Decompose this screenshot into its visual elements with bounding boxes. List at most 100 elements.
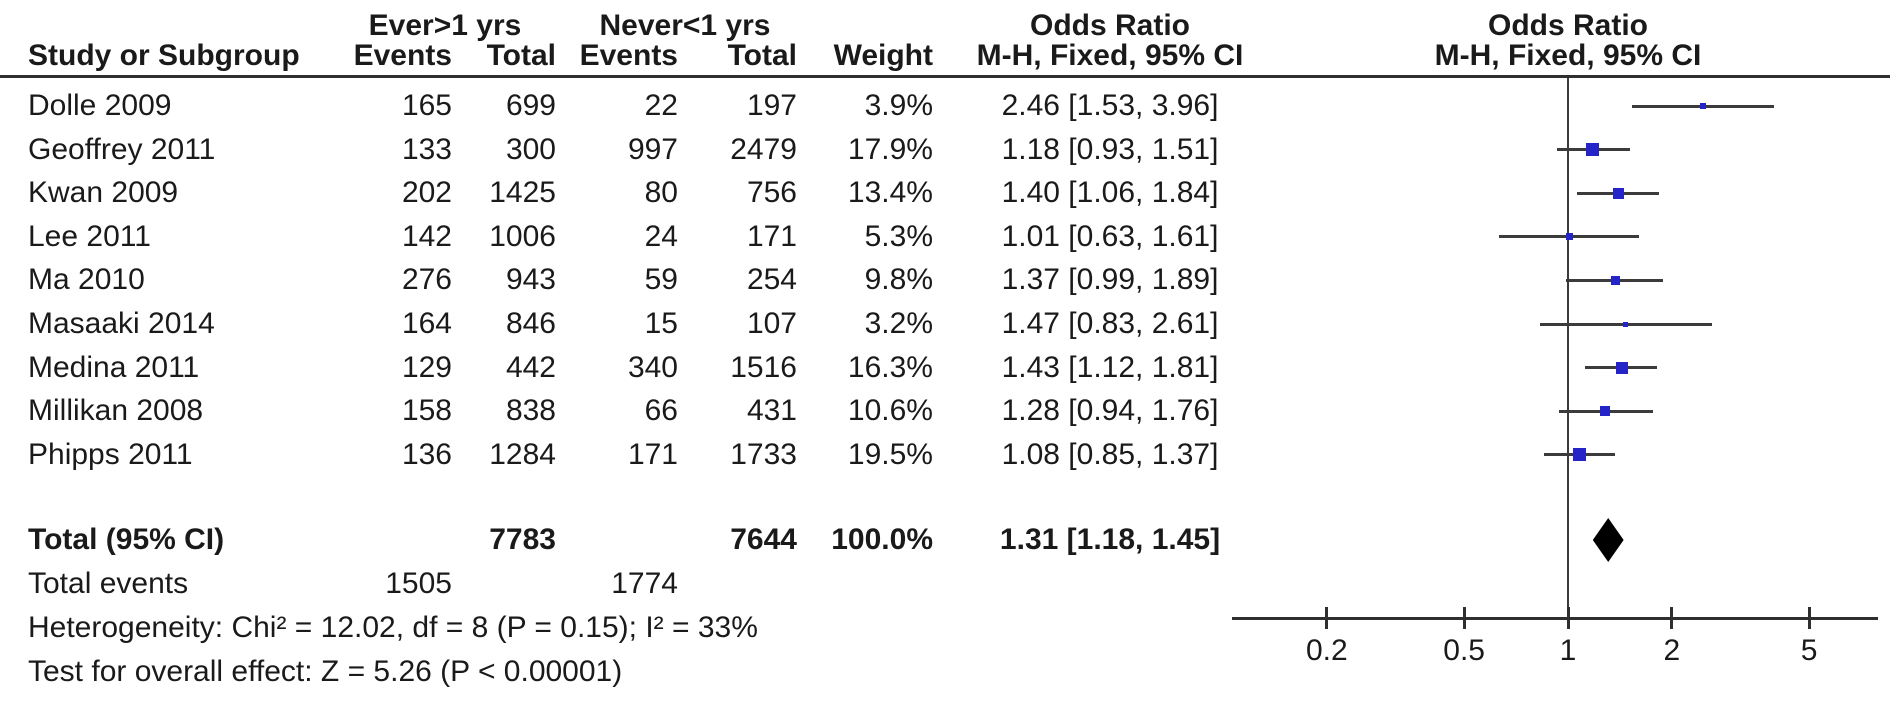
total-weight: 100.0% bbox=[831, 523, 933, 556]
total-events-exposed-value: 1505 bbox=[385, 567, 452, 600]
x-axis-tick-label: 2 bbox=[1663, 634, 1681, 667]
col-header-weight: Weight bbox=[833, 39, 933, 72]
total-events-label: Total events bbox=[28, 567, 189, 600]
x-axis-tick bbox=[1325, 607, 1329, 629]
study-label: Dolle 2009 bbox=[28, 89, 172, 122]
events-exposed-value: 129 bbox=[401, 350, 452, 384]
events-control-value: 22 bbox=[644, 89, 678, 122]
total-exposed-value: 699 bbox=[505, 89, 556, 122]
or-ci-value: 1.08 [0.85, 1.37] bbox=[1001, 437, 1219, 471]
total-or-ci: 1.31 [1.18, 1.45] bbox=[999, 523, 1221, 556]
study-row: Kwan 2009 202 1425 80 756 13.4% 1.40 [1.… bbox=[0, 171, 1890, 215]
total-control-value: 254 bbox=[746, 263, 797, 297]
col-header-events-exposed: Events bbox=[353, 39, 452, 72]
study-row: Geoffrey 2011 133 300 997 2479 17.9% 1.1… bbox=[0, 128, 1890, 172]
col-header-mh-plot: M-H, Fixed, 95% CI bbox=[1434, 39, 1702, 72]
or-ci-value: 1.37 [0.99, 1.89] bbox=[1001, 263, 1219, 297]
events-exposed-value: 202 bbox=[401, 176, 452, 210]
total-control-value: 1733 bbox=[730, 437, 797, 471]
effect-square bbox=[1699, 103, 1706, 109]
or-ci-value: 1.40 [1.06, 1.84] bbox=[1001, 176, 1219, 210]
col-header-study: Study or Subgroup bbox=[28, 39, 300, 72]
group-header-odds-ratio-text: Odds Ratio bbox=[1029, 9, 1190, 42]
total-exposed-sum: 7783 bbox=[489, 523, 556, 556]
or-ci-value: 1.43 [1.12, 1.81] bbox=[1001, 350, 1219, 384]
total-exposed-value: 1425 bbox=[489, 176, 556, 210]
events-exposed-value: 165 bbox=[401, 89, 452, 122]
study-row: Medina 2011 129 442 340 1516 16.3% 1.43 … bbox=[0, 346, 1890, 390]
total-control-value: 197 bbox=[746, 89, 797, 122]
effect-square bbox=[1615, 361, 1628, 374]
study-row: Ma 2010 276 943 59 254 9.8% 1.37 [0.99, … bbox=[0, 258, 1890, 302]
col-header-mh-text: M-H, Fixed, 95% CI bbox=[976, 39, 1244, 72]
events-exposed-value: 136 bbox=[401, 437, 452, 471]
study-label: Geoffrey 2011 bbox=[28, 132, 216, 166]
effect-square bbox=[1573, 448, 1587, 462]
weight-value: 13.4% bbox=[847, 176, 933, 210]
x-axis-tick-label: 0.2 bbox=[1305, 634, 1348, 667]
total-control-value: 431 bbox=[746, 394, 797, 428]
weight-value: 3.2% bbox=[864, 307, 933, 340]
group-header-exposed: Ever>1 yrs bbox=[368, 9, 522, 42]
null-effect-line bbox=[1567, 78, 1569, 618]
study-label: Kwan 2009 bbox=[28, 176, 179, 210]
total-exposed-value: 300 bbox=[505, 132, 556, 166]
study-label: Lee 2011 bbox=[28, 219, 151, 253]
weight-value: 10.6% bbox=[847, 394, 933, 428]
group-header-control: Never<1 yrs bbox=[599, 9, 771, 42]
weight-value: 9.8% bbox=[864, 263, 933, 297]
col-header-total-control: Total bbox=[727, 39, 797, 72]
or-ci-value: 1.47 [0.83, 2.61] bbox=[1001, 307, 1219, 340]
events-exposed-value: 142 bbox=[401, 219, 452, 253]
effect-square bbox=[1586, 143, 1600, 157]
weight-value: 16.3% bbox=[847, 350, 933, 384]
or-ci-value: 1.01 [0.63, 1.61] bbox=[1001, 219, 1219, 253]
events-control-value: 59 bbox=[644, 263, 678, 297]
total-exposed-value: 838 bbox=[505, 394, 556, 428]
pooled-diamond bbox=[1592, 518, 1624, 562]
or-ci-value: 1.28 [0.94, 1.76] bbox=[1001, 394, 1219, 428]
total-control-sum: 7644 bbox=[730, 523, 797, 556]
study-row: Millikan 2008 158 838 66 431 10.6% 1.28 … bbox=[0, 389, 1890, 433]
total-label: Total (95% CI) bbox=[28, 523, 225, 556]
events-exposed-value: 276 bbox=[401, 263, 452, 297]
x-axis-tick bbox=[1670, 607, 1674, 629]
total-exposed-value: 846 bbox=[505, 307, 556, 340]
x-axis-line bbox=[1232, 617, 1878, 620]
x-axis-tick-label: 1 bbox=[1559, 634, 1577, 667]
study-label: Phipps 2011 bbox=[28, 437, 193, 471]
study-row: Dolle 2009 165 699 22 197 3.9% 2.46 [1.5… bbox=[0, 84, 1890, 128]
effect-square bbox=[1623, 321, 1629, 327]
events-control-value: 24 bbox=[644, 219, 678, 253]
effect-square bbox=[1599, 406, 1610, 417]
study-label: Ma 2010 bbox=[28, 263, 145, 297]
group-header-odds-ratio-plot: Odds Ratio bbox=[1487, 9, 1648, 42]
header-rule bbox=[0, 75, 1890, 78]
total-events-control-value: 1774 bbox=[611, 567, 678, 600]
total-control-value: 1516 bbox=[730, 350, 797, 384]
events-control-value: 171 bbox=[627, 437, 678, 471]
x-axis-tick bbox=[1462, 607, 1466, 629]
total-exposed-value: 442 bbox=[505, 350, 556, 384]
study-row: Lee 2011 142 1006 24 171 5.3% 1.01 [0.63… bbox=[0, 215, 1890, 259]
study-row: Phipps 2011 136 1284 171 1733 19.5% 1.08… bbox=[0, 433, 1890, 477]
x-axis-tick-label: 5 bbox=[1800, 634, 1818, 667]
events-exposed-value: 133 bbox=[401, 132, 452, 166]
or-ci-value: 2.46 [1.53, 3.96] bbox=[1001, 89, 1219, 122]
total-events-row: Total events 1505 1774 bbox=[0, 562, 1890, 606]
effect-square bbox=[1565, 233, 1573, 241]
events-exposed-value: 164 bbox=[401, 307, 452, 340]
total-control-value: 2479 bbox=[730, 132, 797, 166]
col-header-total-exposed: Total bbox=[486, 39, 556, 72]
x-axis-tick bbox=[1566, 607, 1570, 629]
events-control-value: 340 bbox=[627, 350, 678, 384]
total-control-value: 107 bbox=[746, 307, 797, 340]
x-axis-tick-label: 0.5 bbox=[1443, 634, 1485, 667]
study-label: Masaaki 2014 bbox=[28, 307, 215, 340]
weight-value: 19.5% bbox=[847, 437, 933, 471]
weight-value: 3.9% bbox=[864, 89, 933, 122]
effect-square bbox=[1610, 275, 1620, 285]
x-axis-tick bbox=[1807, 607, 1811, 629]
total-exposed-value: 1284 bbox=[489, 437, 556, 471]
